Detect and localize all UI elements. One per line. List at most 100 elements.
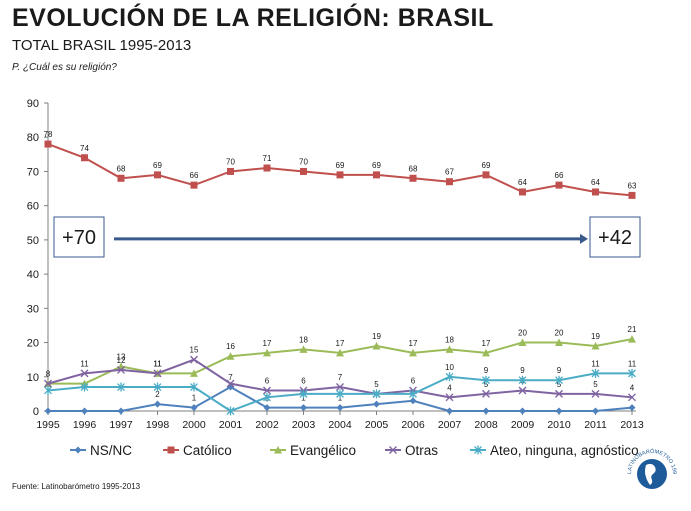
data-label-otras: 8 bbox=[46, 370, 51, 379]
latinobarometro-logo: LATINOBARÓMETRO 1995 - 2013 bbox=[626, 448, 677, 489]
data-point-ateo-ninguna-agn-stico bbox=[336, 389, 344, 399]
data-label-otras: 11 bbox=[153, 359, 162, 368]
legend: NS/NC Católico Evangélico Otras Ateo, ningun… bbox=[70, 443, 639, 458]
y-tick-label: 50 bbox=[27, 235, 39, 247]
y-tick-label: 70 bbox=[27, 166, 39, 178]
data-point-ateo-ninguna-agn-stico bbox=[153, 382, 162, 392]
data-label-cat-lico: 66 bbox=[190, 171, 199, 180]
data-label-otras: 5 bbox=[374, 380, 379, 389]
data-label-ateo-ninguna-agn-stico: 9 bbox=[484, 366, 489, 375]
data-point-otras bbox=[591, 389, 600, 398]
data-point-otras bbox=[555, 389, 563, 398]
y-tick-label: 20 bbox=[27, 338, 39, 350]
data-label-cat-lico: 74 bbox=[80, 144, 89, 153]
data-point-evang-lico bbox=[591, 341, 600, 350]
data-label-cat-lico: 70 bbox=[299, 157, 308, 166]
data-label-cat-lico: 69 bbox=[372, 161, 381, 170]
data-label-otras: 15 bbox=[190, 346, 199, 355]
source-note: Fuente: Latinobarómetro 1995-2013 bbox=[12, 482, 141, 491]
x-tick-label: 2003 bbox=[292, 419, 316, 431]
data-label-otras: 4 bbox=[447, 383, 452, 392]
data-label-evang-lico: 19 bbox=[591, 332, 600, 341]
data-point-otras bbox=[336, 383, 344, 392]
data-point-otras bbox=[226, 379, 235, 388]
data-point-otras bbox=[628, 393, 636, 402]
legend-marker-otras bbox=[389, 446, 397, 454]
data-point-cat-lico bbox=[409, 174, 417, 182]
data-point-ateo-ninguna-agn-stico bbox=[44, 385, 52, 395]
legend-label-evang-lico: Evangélico bbox=[290, 443, 356, 458]
data-label-ns-nc: 2 bbox=[155, 390, 160, 399]
data-point-ateo-ninguna-agn-stico bbox=[190, 382, 198, 392]
data-point-cat-lico bbox=[44, 140, 52, 148]
trend-arrow-head bbox=[580, 233, 588, 244]
data-point-ateo-ninguna-agn-stico bbox=[80, 382, 89, 392]
data-point-otras bbox=[117, 365, 125, 374]
x-tick-label: 1996 bbox=[73, 419, 97, 431]
series-evang-lico: 13 11 16 17 18 17 19 17 18 17 20 20 19 21 bbox=[44, 325, 637, 388]
data-point-cat-lico bbox=[263, 164, 271, 172]
data-label-evang-lico: 21 bbox=[628, 325, 637, 334]
data-point-ns-nc bbox=[592, 407, 599, 415]
x-tick-label: 2011 bbox=[584, 419, 607, 431]
data-label-cat-lico: 69 bbox=[482, 161, 491, 170]
legend-marker-ns-nc bbox=[74, 446, 82, 454]
y-tick-label: 90 bbox=[27, 98, 39, 110]
data-label-cat-lico: 69 bbox=[153, 161, 162, 170]
data-label-cat-lico: 64 bbox=[591, 178, 600, 187]
data-point-ns-nc bbox=[482, 407, 490, 415]
data-point-ns-nc bbox=[263, 404, 271, 412]
x-tick-label: 2010 bbox=[547, 419, 571, 431]
data-label-evang-lico: 17 bbox=[482, 339, 491, 348]
data-point-ns-nc bbox=[628, 404, 636, 412]
annotation-end-label: +42 bbox=[598, 227, 632, 249]
data-label-evang-lico: 18 bbox=[445, 335, 454, 344]
legend-marker-evang-lico bbox=[274, 446, 282, 454]
y-tick-label: 10 bbox=[27, 372, 39, 384]
data-point-cat-lico bbox=[336, 171, 344, 179]
data-point-ns-nc bbox=[81, 407, 88, 415]
data-point-otras bbox=[44, 379, 52, 388]
data-label-evang-lico: 13 bbox=[117, 353, 126, 362]
data-point-evang-lico bbox=[372, 341, 381, 350]
data-label-otras: 6 bbox=[301, 376, 306, 385]
data-label-otras: 12 bbox=[117, 356, 126, 365]
data-label-otras: 6 bbox=[411, 376, 416, 385]
data-label-cat-lico: 63 bbox=[628, 181, 637, 190]
data-label-cat-lico: 69 bbox=[336, 161, 345, 170]
y-tick-label: 40 bbox=[27, 269, 39, 281]
data-point-cat-lico bbox=[446, 178, 453, 186]
data-point-ns-nc bbox=[519, 407, 526, 415]
data-label-cat-lico: 68 bbox=[409, 164, 418, 173]
data-point-evang-lico bbox=[555, 338, 563, 347]
data-point-ateo-ninguna-agn-stico bbox=[628, 368, 636, 378]
data-label-evang-lico: 20 bbox=[555, 329, 564, 338]
data-label-evang-lico: 11 bbox=[153, 359, 162, 368]
data-label-cat-lico: 78 bbox=[44, 130, 53, 139]
data-point-evang-lico bbox=[226, 352, 235, 360]
data-point-ns-nc bbox=[409, 397, 417, 405]
data-point-otras bbox=[518, 386, 527, 395]
data-point-otras bbox=[190, 355, 198, 364]
x-tick-label: 2004 bbox=[328, 419, 352, 431]
data-point-ateo-ninguna-agn-stico bbox=[555, 375, 563, 385]
data-label-cat-lico: 71 bbox=[263, 154, 272, 163]
data-point-cat-lico bbox=[300, 167, 307, 175]
data-point-cat-lico bbox=[555, 181, 563, 189]
data-point-ns-nc bbox=[336, 404, 344, 412]
data-label-otras: 11 bbox=[80, 359, 89, 368]
data-point-otras bbox=[80, 369, 89, 378]
data-point-ateo-ninguna-agn-stico bbox=[518, 375, 527, 385]
series-ateo-ninguna-agn-stico: 10 9 9 9 11 11 bbox=[44, 359, 637, 416]
data-point-otras bbox=[263, 386, 271, 395]
data-point-ns-nc bbox=[44, 407, 52, 415]
data-label-ateo-ninguna-agn-stico: 9 bbox=[557, 366, 562, 375]
data-point-ateo-ninguna-agn-stico bbox=[263, 392, 271, 402]
x-tick-label: 2005 bbox=[365, 419, 389, 431]
data-label-cat-lico: 68 bbox=[117, 164, 126, 173]
x-tick-label: 1997 bbox=[109, 419, 133, 431]
x-tick-label: 1998 bbox=[146, 419, 170, 431]
data-point-otras bbox=[482, 389, 490, 398]
data-point-ateo-ninguna-agn-stico bbox=[372, 389, 381, 399]
data-point-cat-lico bbox=[190, 181, 198, 189]
